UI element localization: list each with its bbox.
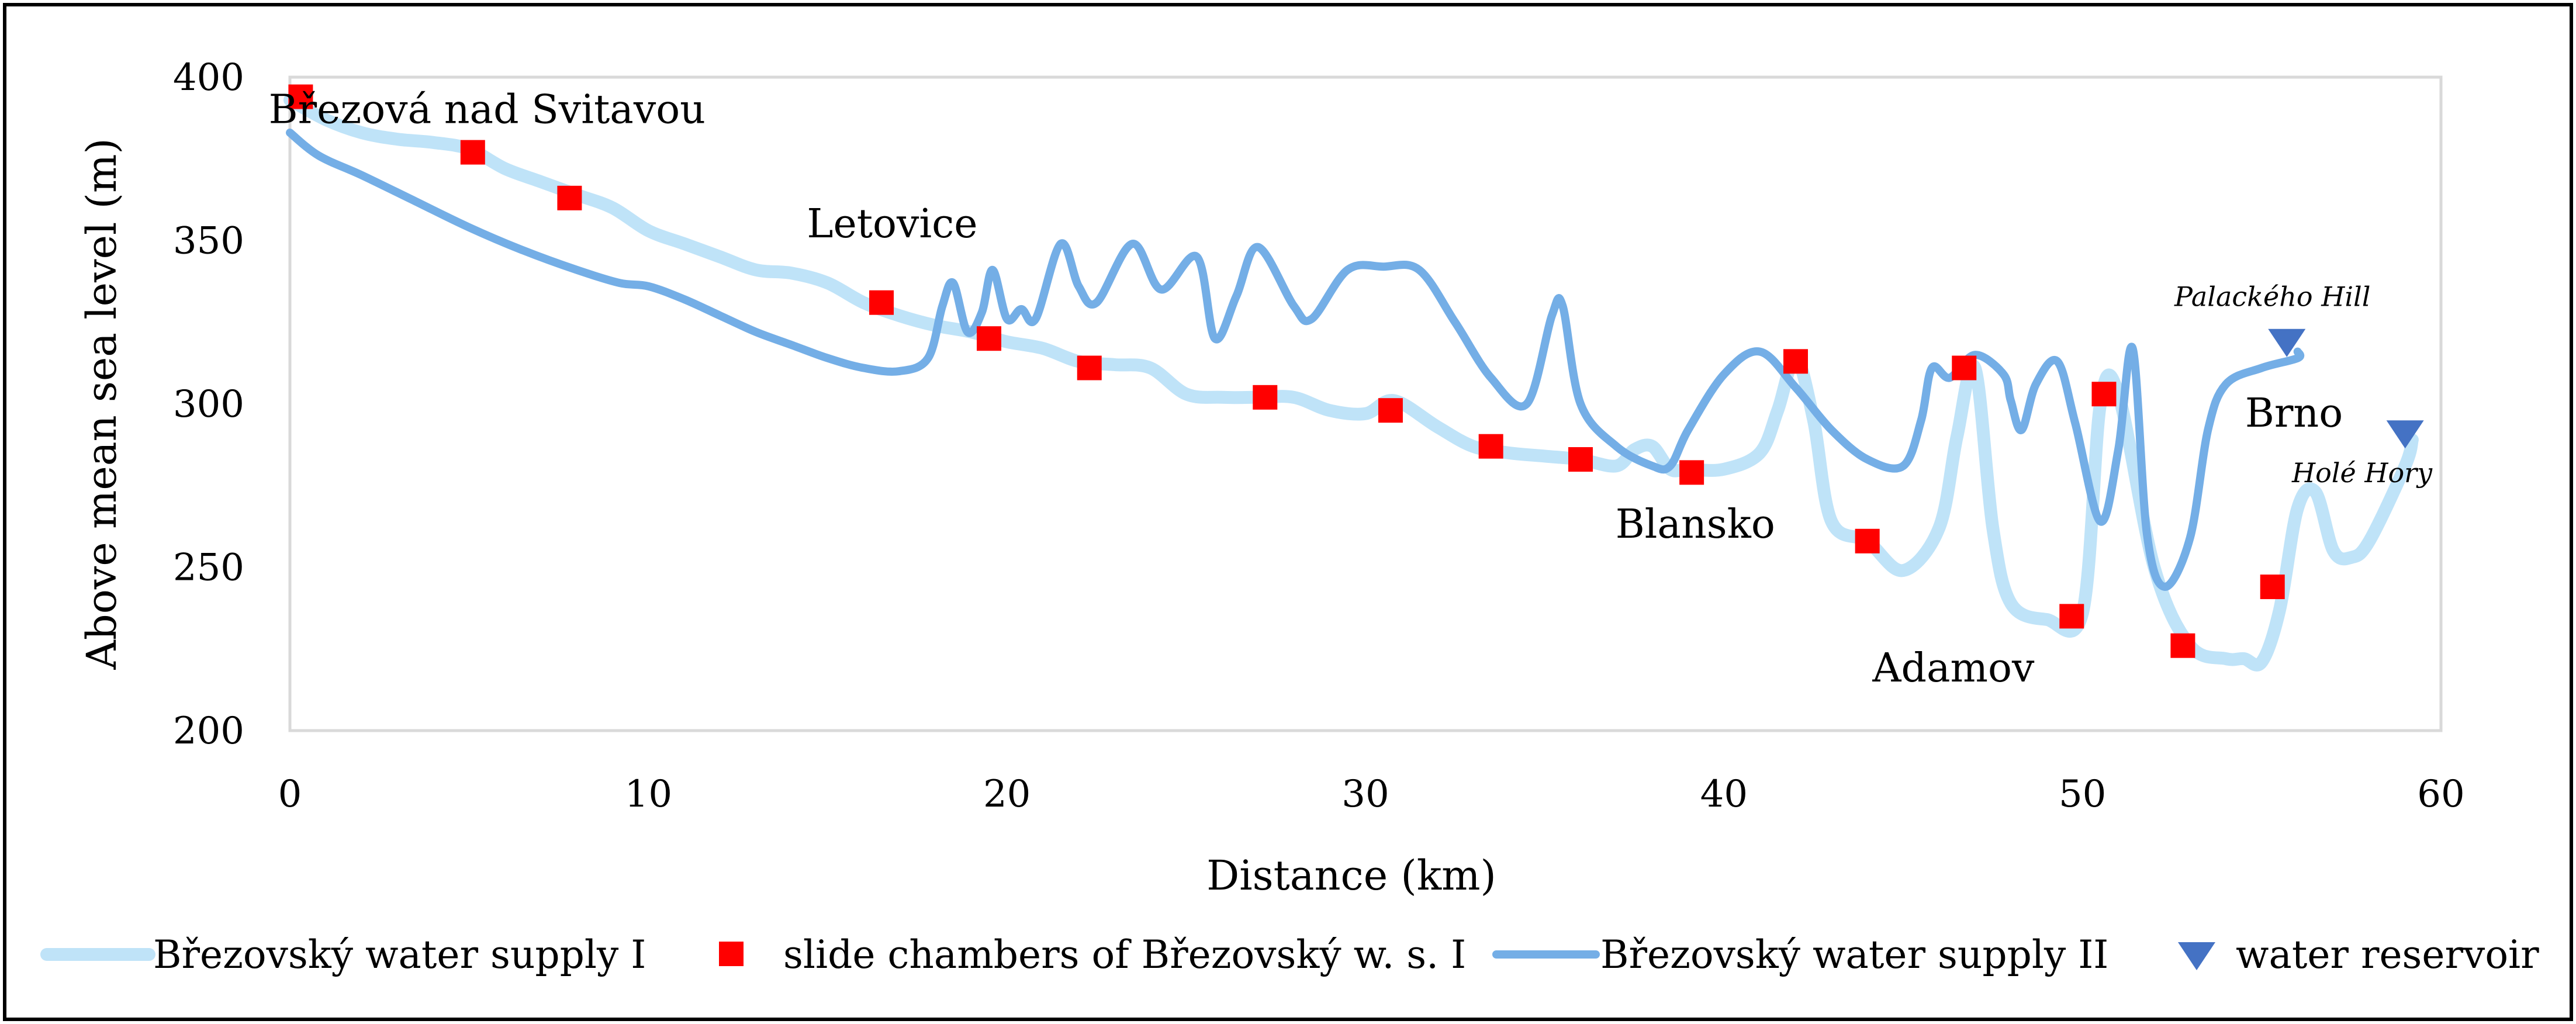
x-tick-label-40: 40 <box>1700 773 1748 816</box>
annotation-adamov: Adamov <box>1872 645 2035 691</box>
slide-chamber-point-15 <box>2059 604 2084 629</box>
slide-chamber-point-18 <box>2260 575 2285 600</box>
slide-chamber-point-16 <box>2091 382 2117 407</box>
slide-chamber-point-4 <box>869 290 894 315</box>
x-tick-label-20: 20 <box>983 773 1031 816</box>
slide-chamber-point-7 <box>1253 385 1278 410</box>
annotation-layer: Březová nad Svitavou Letovice Blansko Adamo… <box>269 87 2433 691</box>
series-layer <box>283 84 2424 672</box>
legend-item-water-reservoir: water reservoir <box>2178 932 2539 977</box>
slide-chamber-point-14 <box>1952 355 1977 380</box>
water-reservoir-point-1 <box>2268 328 2306 357</box>
annotation-brno: Brno <box>2245 390 2343 437</box>
slide-chamber-point-17 <box>2170 633 2195 658</box>
annotation-palackeho-hill: Palackého Hill <box>2174 281 2371 312</box>
slide-chamber-point-6 <box>1077 355 1102 380</box>
slide-chamber-point-3 <box>557 185 582 210</box>
legend-label-supply-2: Březovský water supply II <box>1600 932 2108 977</box>
slide-chamber-point-5 <box>977 326 1001 351</box>
x-tick-label-0: 0 <box>278 773 302 816</box>
legend-label-supply-1: Březovský water supply I <box>153 932 646 977</box>
annotation-brezova-nad-svitavou: Březová nad Svitavou <box>269 87 706 133</box>
y-axis-title: Above mean sea level (m) <box>78 138 126 670</box>
annotation-letovice: Letovice <box>807 201 977 247</box>
plot-frame <box>288 75 2443 732</box>
legend-label-water-reservoir: water reservoir <box>2236 932 2539 977</box>
x-tick-label-50: 50 <box>2059 773 2106 816</box>
x-tick-label-30: 30 <box>1341 773 1389 816</box>
y-tick-label-400: 400 <box>173 56 244 99</box>
x-axis-title: Distance (km) <box>1206 852 1496 900</box>
slide-chamber-point-13 <box>1855 528 1880 553</box>
slide-chamber-point-1 <box>288 84 313 109</box>
y-tick-label-350: 350 <box>173 220 244 263</box>
slide-chamber-point-12 <box>1783 349 1808 374</box>
legend-item-slide-chambers: slide chambers of Březovský w. s. I <box>719 932 1466 977</box>
y-axis-ticks: 200 250 300 350 400 <box>173 56 244 753</box>
slide-chamber-point-8 <box>1378 398 1403 423</box>
y-tick-label-200: 200 <box>173 710 244 753</box>
legend-marker-slide-chambers <box>719 942 744 966</box>
y-tick-label-250: 250 <box>173 546 244 590</box>
slide-chamber-point-10 <box>1568 447 1593 472</box>
x-tick-label-60: 60 <box>2417 773 2464 816</box>
x-axis-ticks: 0 10 20 30 40 50 60 <box>278 773 2465 816</box>
series-line-brezovsky-water-supply-ii <box>286 129 2305 591</box>
legend: Březovský water supply I slide chambers … <box>40 932 2539 977</box>
legend-marker-water-reservoir <box>2178 942 2215 970</box>
slide-chamber-point-2 <box>460 140 485 165</box>
annotation-blansko: Blansko <box>1616 501 1775 548</box>
water-reservoir-point-2 <box>2386 420 2424 449</box>
annotation-hole-hory: Holé Hory <box>2291 457 2433 489</box>
x-tick-label-10: 10 <box>625 773 672 816</box>
y-tick-label-300: 300 <box>173 383 244 426</box>
legend-item-supply-1: Březovský water supply I <box>40 932 646 977</box>
slide-chamber-point-11 <box>1679 460 1704 485</box>
legend-label-slide-chambers: slide chambers of Březovský w. s. I <box>783 932 1466 977</box>
legend-item-supply-2: Březovský water supply II <box>1492 932 2108 977</box>
slide-chamber-point-9 <box>1478 434 1503 459</box>
